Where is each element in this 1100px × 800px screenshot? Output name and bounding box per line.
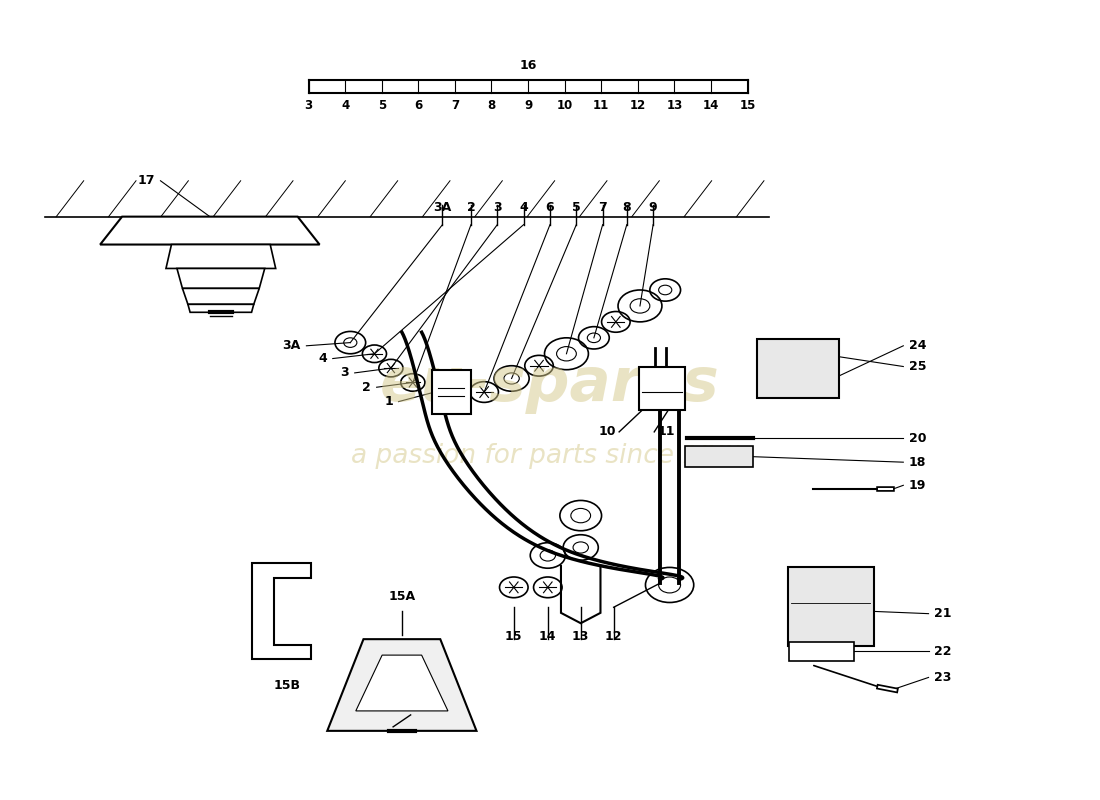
Text: 24: 24 bbox=[909, 339, 926, 352]
Text: 3A: 3A bbox=[433, 201, 452, 214]
Text: a passion for parts since 1985: a passion for parts since 1985 bbox=[351, 443, 749, 469]
Text: 18: 18 bbox=[909, 456, 926, 469]
Text: 13: 13 bbox=[667, 99, 682, 113]
Text: 25: 25 bbox=[909, 360, 926, 373]
Polygon shape bbox=[355, 655, 448, 711]
Polygon shape bbox=[188, 304, 254, 312]
Polygon shape bbox=[328, 639, 476, 731]
Text: 15A: 15A bbox=[388, 590, 416, 603]
Text: 9: 9 bbox=[524, 99, 532, 113]
Text: 17: 17 bbox=[138, 174, 155, 187]
Polygon shape bbox=[100, 217, 320, 245]
Text: 9: 9 bbox=[649, 201, 658, 214]
FancyBboxPatch shape bbox=[788, 567, 873, 646]
Text: 14: 14 bbox=[703, 99, 719, 113]
Text: 21: 21 bbox=[934, 607, 952, 620]
Text: 6: 6 bbox=[546, 201, 554, 214]
Text: 1: 1 bbox=[384, 395, 393, 408]
Text: 10: 10 bbox=[557, 99, 573, 113]
FancyBboxPatch shape bbox=[431, 370, 471, 414]
Text: 8: 8 bbox=[623, 201, 631, 214]
Polygon shape bbox=[252, 563, 311, 659]
Text: 4: 4 bbox=[341, 99, 350, 113]
Text: 14: 14 bbox=[539, 630, 557, 643]
Text: 5: 5 bbox=[377, 99, 386, 113]
Text: 15: 15 bbox=[739, 99, 756, 113]
FancyBboxPatch shape bbox=[758, 339, 838, 398]
Text: 4: 4 bbox=[319, 352, 328, 365]
Text: 3: 3 bbox=[493, 201, 502, 214]
Text: 2: 2 bbox=[362, 381, 371, 394]
Polygon shape bbox=[177, 269, 265, 288]
Polygon shape bbox=[183, 288, 260, 304]
Text: 16: 16 bbox=[519, 59, 537, 72]
Text: 7: 7 bbox=[598, 201, 607, 214]
Text: 3A: 3A bbox=[283, 339, 301, 352]
Text: 8: 8 bbox=[487, 99, 496, 113]
Text: 11: 11 bbox=[593, 99, 609, 113]
Text: 15B: 15B bbox=[273, 679, 300, 692]
Text: 11: 11 bbox=[658, 426, 675, 438]
Text: 6: 6 bbox=[415, 99, 422, 113]
FancyBboxPatch shape bbox=[685, 446, 754, 467]
Text: 23: 23 bbox=[934, 671, 952, 684]
Text: 15: 15 bbox=[505, 630, 522, 643]
Text: 3: 3 bbox=[341, 366, 349, 379]
Text: 12: 12 bbox=[629, 99, 646, 113]
Text: 22: 22 bbox=[934, 645, 952, 658]
Text: 12: 12 bbox=[605, 630, 623, 643]
Text: 2: 2 bbox=[466, 201, 475, 214]
FancyBboxPatch shape bbox=[789, 642, 854, 661]
Text: 20: 20 bbox=[909, 432, 926, 445]
Text: 19: 19 bbox=[909, 479, 926, 492]
Text: eu-spares: eu-spares bbox=[381, 354, 719, 414]
Text: 7: 7 bbox=[451, 99, 459, 113]
Text: 10: 10 bbox=[598, 426, 616, 438]
Text: 4: 4 bbox=[519, 201, 528, 214]
Polygon shape bbox=[166, 245, 276, 269]
Text: 5: 5 bbox=[572, 201, 581, 214]
Text: 3: 3 bbox=[305, 99, 312, 113]
Text: 13: 13 bbox=[572, 630, 590, 643]
FancyBboxPatch shape bbox=[639, 367, 685, 410]
